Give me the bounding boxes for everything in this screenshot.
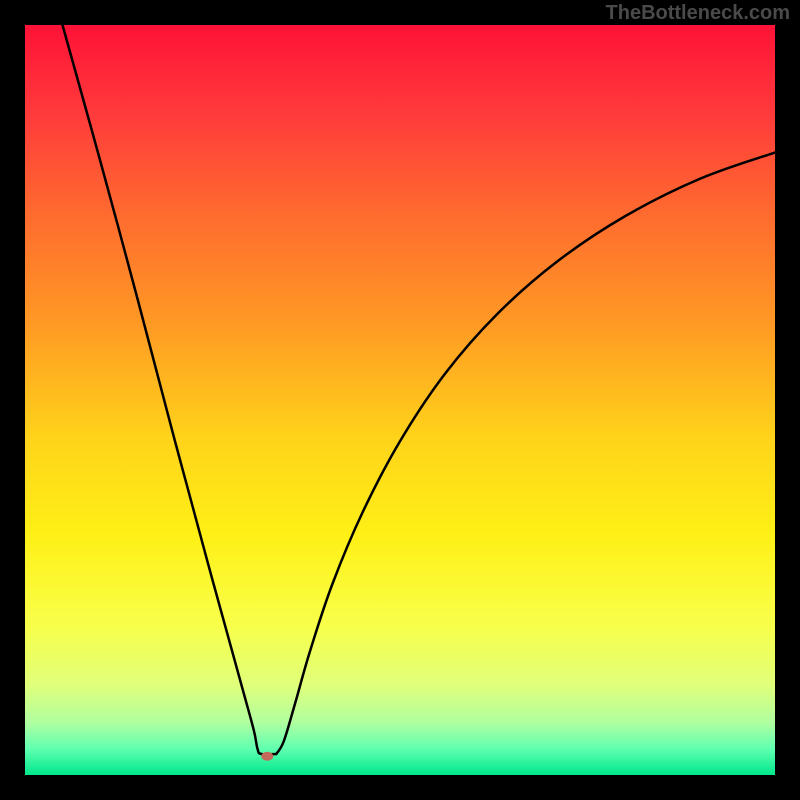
chart-frame <box>23 23 777 777</box>
chart-container: TheBottleneck.com <box>0 0 800 800</box>
watermark-text: TheBottleneck.com <box>606 2 790 25</box>
